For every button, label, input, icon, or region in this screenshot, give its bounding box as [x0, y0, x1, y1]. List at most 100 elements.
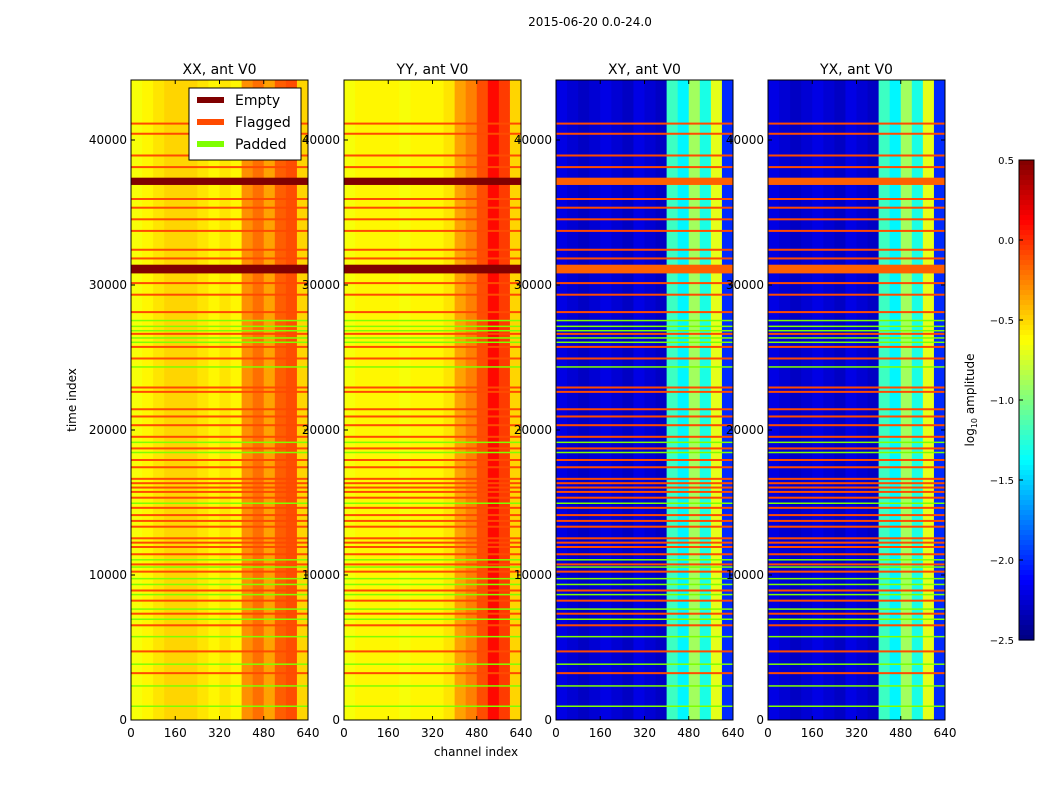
padded-row: [344, 366, 521, 368]
y-tick-label: 30000: [302, 278, 340, 292]
flagged-row: [131, 166, 308, 169]
colorbar-segment: [1019, 615, 1034, 621]
panel-title: YY, ant V0: [396, 62, 469, 78]
flagged-row: [131, 525, 308, 528]
padded-row: [768, 319, 945, 322]
heat-column: [600, 80, 612, 720]
flagged-row: [131, 345, 308, 348]
flagged-row: [768, 650, 945, 653]
flagged-row: [344, 486, 521, 489]
colorbar-segment: [1019, 395, 1034, 401]
flagged-row: [556, 482, 733, 485]
padded-row: [131, 593, 308, 596]
colorbar-segment: [1019, 385, 1034, 391]
flagged-row: [131, 650, 308, 653]
flagged-row: [344, 589, 521, 592]
colorbar-segment: [1019, 435, 1034, 441]
heat-column: [845, 80, 857, 720]
heat-column: [263, 80, 276, 720]
padded-row: [344, 341, 521, 344]
heat-column: [900, 80, 913, 720]
padded-row: [768, 608, 945, 610]
flagged-row: [131, 519, 308, 522]
heat-column: [142, 80, 154, 720]
x-tick-label: 0: [340, 726, 348, 740]
empty-row: [344, 264, 521, 274]
colorbar-segment: [1019, 285, 1034, 291]
heat-column: [274, 80, 287, 720]
flagged-row: [556, 415, 733, 418]
colorbar-segment: [1019, 545, 1034, 551]
colorbar-segment: [1019, 540, 1034, 546]
flagged-row: [768, 477, 945, 480]
heat-column: [611, 80, 623, 720]
panel-1: YY, ant V0 0 160 320 480 640 0 10000 20000 30000 4…: [302, 62, 533, 740]
flagged-row: [556, 599, 733, 602]
padded-row: [131, 337, 308, 339]
flagged-row: [131, 541, 308, 544]
colorbar-segment: [1019, 440, 1034, 446]
x-tick-label: 320: [845, 726, 868, 740]
flagged-row: [768, 248, 945, 251]
colorbar-segment: [1019, 235, 1034, 241]
x-tick-label: 320: [208, 726, 231, 740]
flagged-row: [768, 541, 945, 544]
colorbar-segment: [1019, 240, 1034, 246]
flagged-row: [344, 198, 521, 201]
colorbar-segment: [1019, 170, 1034, 176]
flagged-row: [131, 486, 308, 489]
colorbar-segment: [1019, 470, 1034, 476]
y-tick-label: 20000: [302, 423, 340, 437]
flagged-row: [556, 424, 733, 427]
padded-row: [556, 577, 733, 580]
colorbar-segment: [1019, 570, 1034, 576]
empty-row: [344, 177, 521, 185]
heat-column: [344, 80, 356, 720]
flagged-row: [556, 612, 733, 615]
y-tick-label: 30000: [514, 278, 552, 292]
flagged-row: [768, 496, 945, 499]
heat-column: [377, 80, 389, 720]
colorbar-tick-label: 0.5: [998, 156, 1014, 167]
flagged-row: [768, 357, 945, 360]
flagged-row: [768, 482, 945, 485]
y-tick-label: 10000: [302, 568, 340, 582]
colorbar-segment: [1019, 605, 1034, 611]
colorbar-tick-label: −1.5: [990, 476, 1014, 487]
padded-row: [556, 559, 733, 561]
flagged-row: [344, 496, 521, 499]
flagged-row: [768, 570, 945, 573]
flagged-row: [768, 447, 945, 450]
padded-row: [556, 341, 733, 344]
padded-row: [344, 566, 521, 568]
heat-column: [922, 80, 935, 720]
padded-row: [344, 577, 521, 580]
heat-column: [410, 80, 422, 720]
flagged-row: [344, 415, 521, 418]
flagged-row: [556, 519, 733, 522]
flagged-row: [768, 257, 945, 260]
empty-row: [768, 264, 945, 274]
flagged-row: [768, 546, 945, 549]
flagged-row: [556, 218, 733, 221]
padded-row: [556, 663, 733, 665]
padded-row: [768, 325, 945, 328]
flagged-row: [131, 506, 308, 509]
padded-row: [131, 583, 308, 586]
flagged-row: [344, 514, 521, 517]
colorbar-segment: [1019, 375, 1034, 381]
x-tick-label: 160: [589, 726, 612, 740]
flagged-row: [131, 672, 308, 675]
flagged-row: [556, 248, 733, 251]
padded-row: [131, 451, 308, 454]
x-tick-label: 160: [164, 726, 187, 740]
padded-row: [768, 559, 945, 561]
padded-row: [556, 566, 733, 568]
flagged-row: [556, 206, 733, 209]
padded-row: [556, 705, 733, 707]
heat-column: [867, 80, 880, 720]
flagged-row: [556, 537, 733, 540]
colorbar-segment: [1019, 465, 1034, 471]
colorbar-segment: [1019, 600, 1034, 606]
